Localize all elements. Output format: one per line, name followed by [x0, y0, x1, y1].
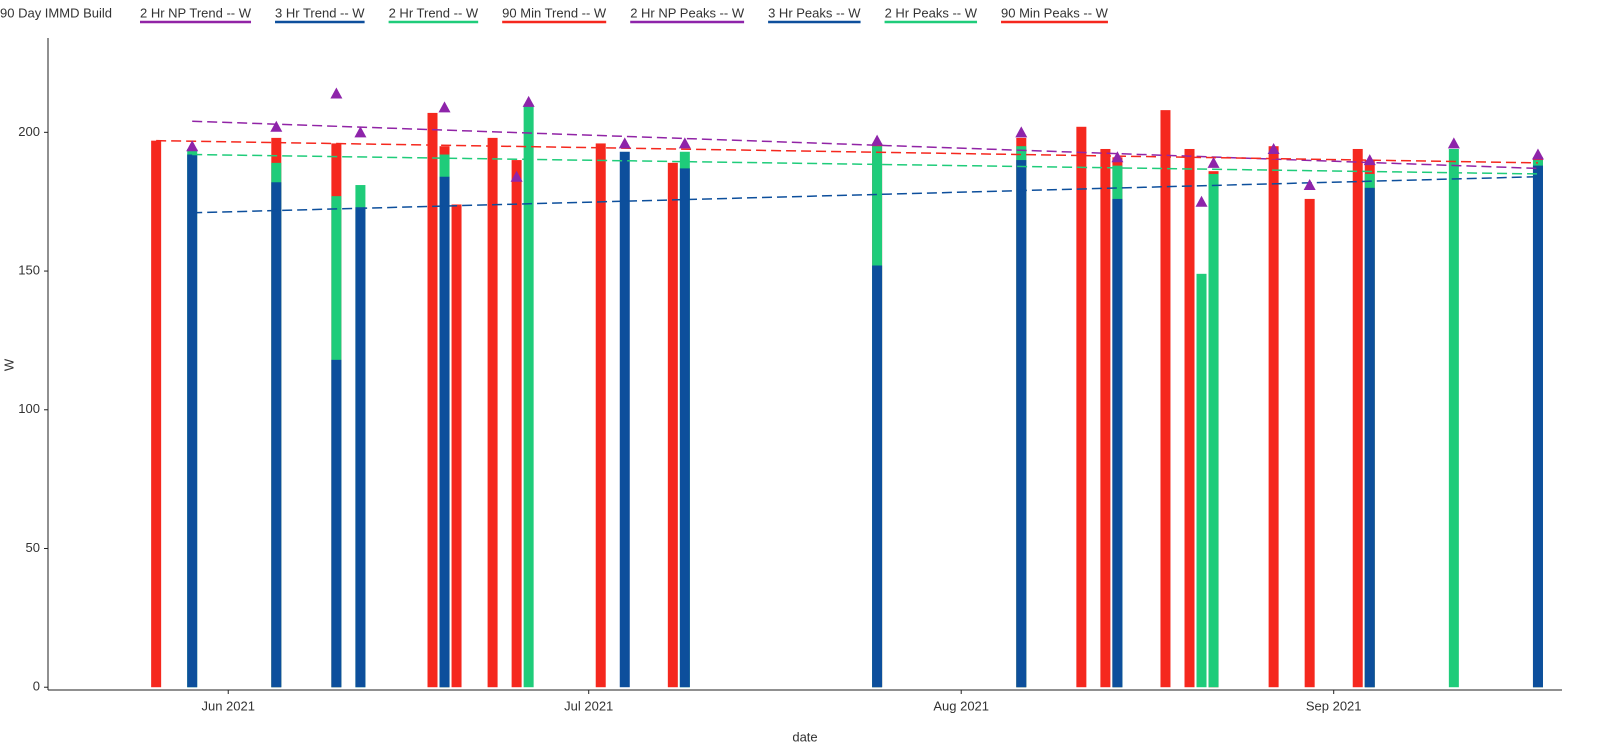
legend-label: 3 Hr Trend -- W [275, 5, 365, 20]
bar [619, 151, 630, 688]
x-axis-title: date [792, 729, 817, 744]
bar [1352, 148, 1363, 688]
y-tick-label: 50 [26, 540, 40, 555]
x-tick-label: Aug 2021 [933, 698, 989, 713]
bar [1304, 198, 1315, 688]
peak-marker [1363, 154, 1376, 166]
bar [667, 162, 678, 688]
x-tick-label: Sep 2021 [1306, 698, 1362, 713]
trend-line [156, 139, 1538, 164]
y-axis-title: W [1, 358, 16, 371]
x-tick-label: Jun 2021 [201, 698, 255, 713]
peak-marker [1207, 156, 1220, 168]
peak-marker [330, 87, 343, 99]
bar [1364, 187, 1375, 688]
legend-title: 90 Day IMMD Build [0, 5, 112, 20]
bar [1196, 273, 1207, 688]
bar [331, 359, 342, 688]
peak-marker [871, 134, 884, 146]
bar [511, 160, 522, 688]
peak-marker [618, 137, 631, 149]
peak-marker [1447, 137, 1460, 149]
y-tick-label: 200 [18, 124, 40, 139]
bar [872, 265, 883, 688]
peak-marker [678, 137, 691, 149]
peak-marker [510, 170, 523, 182]
peak-marker [1111, 151, 1124, 163]
trend-line [192, 153, 1538, 175]
peak-marker [1267, 142, 1280, 154]
bar [1112, 198, 1123, 688]
peak-marker [270, 120, 283, 132]
bar [523, 104, 534, 688]
bar [1268, 146, 1279, 688]
bar [487, 137, 498, 688]
x-tick-label: Jul 2021 [564, 698, 613, 713]
peak-marker [1195, 195, 1208, 207]
legend-label: 90 Min Trend -- W [502, 5, 607, 20]
trend-line [192, 175, 1538, 214]
legend-label: 90 Min Peaks -- W [1001, 5, 1109, 20]
bar [187, 154, 198, 688]
peak-marker [1303, 179, 1316, 191]
peak-marker [1015, 126, 1028, 138]
legend-label: 2 Hr Trend -- W [389, 5, 479, 20]
y-tick-label: 150 [18, 262, 40, 277]
bar [679, 168, 690, 688]
bar [451, 204, 462, 688]
peak-marker [354, 126, 367, 138]
peak-marker [186, 140, 199, 152]
legend-label: 2 Hr NP Peaks -- W [630, 5, 745, 20]
bar [1160, 110, 1171, 688]
bar [1448, 148, 1459, 688]
legend-label: 2 Hr Peaks -- W [885, 5, 978, 20]
peak-marker [522, 95, 535, 107]
peak-marker [1531, 148, 1544, 160]
bar [1016, 160, 1027, 688]
bar [1100, 148, 1111, 688]
bar [355, 207, 366, 688]
trend-line [192, 120, 1538, 170]
bar [439, 176, 450, 688]
bar [595, 143, 606, 688]
y-tick-label: 0 [33, 679, 40, 694]
bar [151, 140, 162, 688]
y-tick-label: 100 [18, 401, 40, 416]
bar [1208, 173, 1219, 688]
bar [427, 112, 438, 688]
peak-marker [438, 101, 451, 113]
bar [1532, 165, 1543, 688]
bar [271, 182, 282, 688]
bar [1076, 126, 1087, 688]
bar [1184, 148, 1195, 688]
legend-label: 2 Hr NP Trend -- W [140, 5, 252, 20]
legend-label: 3 Hr Peaks -- W [768, 5, 861, 20]
